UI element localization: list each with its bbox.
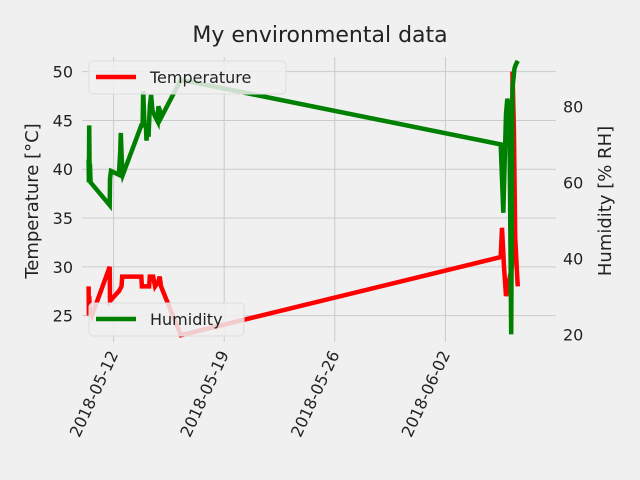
right-tick-label: 40 [563, 249, 583, 268]
temperature-legend-label: Temperature [149, 68, 251, 87]
series-lines [86, 59, 521, 338]
series-line-humidity [86, 59, 520, 335]
temperature-legend-box [88, 60, 287, 95]
left-tick-label: 50 [53, 63, 73, 82]
x-tick-label: 2018-05-19 [176, 348, 233, 440]
left-axis-label: Temperature [°C] [22, 123, 43, 279]
humidity-legend: Humidity [88, 302, 245, 337]
left-tick-label: 35 [53, 209, 73, 228]
left-tick-label: 25 [53, 307, 73, 326]
right-axis-ticks: 20 40 60 80 [563, 97, 583, 344]
x-tick-label: 2018-05-12 [66, 348, 123, 440]
x-axis-ticks: 2018-05-12 2018-05-19 2018-05-26 2018-06-02 [66, 348, 454, 440]
left-tick-label: 40 [53, 160, 73, 179]
right-tick-label: 80 [563, 97, 583, 116]
humidity-legend-box [88, 302, 245, 337]
left-tick-label: 45 [53, 111, 73, 130]
right-axis-label: Humidity [% RH] [595, 126, 616, 276]
right-tick-label: 20 [563, 325, 583, 344]
x-tick-label: 2018-05-26 [287, 348, 344, 440]
x-tick-label: 2018-06-02 [398, 348, 455, 440]
chart-title: My environmental data [192, 23, 447, 48]
right-tick-label: 60 [563, 173, 583, 192]
humidity-legend-label: Humidity [150, 310, 223, 329]
left-tick-label: 30 [53, 258, 73, 277]
left-axis-ticks: 25 30 35 40 45 50 [53, 63, 73, 326]
temperature-legend: Temperature [88, 60, 287, 95]
